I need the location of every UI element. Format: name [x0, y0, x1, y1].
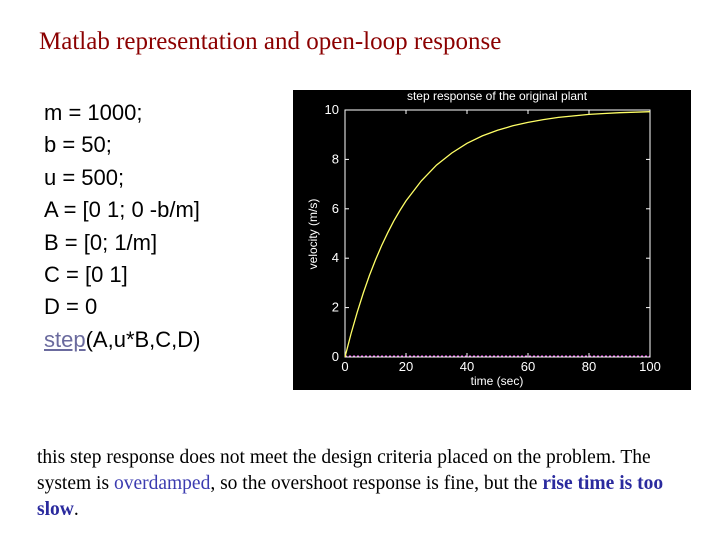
- caption-rise-time: rise time is too slow: [37, 473, 664, 520]
- x-tick-label: 80: [582, 359, 596, 374]
- plot-canvas: step response of the original plant velo…: [306, 90, 661, 388]
- caption-part-3: .: [73, 499, 79, 520]
- step-response-line: [344, 111, 651, 358]
- step-function-link[interactable]: step: [44, 326, 86, 352]
- axes-box: [344, 109, 651, 358]
- x-tick-label: 40: [460, 359, 474, 374]
- x-tick-label: 0: [341, 359, 348, 374]
- matlab-code-block: m = 1000; b = 50; u = 500; A = [0 1; 0 -…: [44, 97, 201, 356]
- x-tick-label: 100: [639, 359, 661, 374]
- code-line-step: step(A,u*B,C,D): [44, 324, 201, 356]
- x-tick-label: 60: [521, 359, 535, 374]
- y-tick-label: 8: [332, 151, 339, 166]
- y-tick-label: 2: [332, 300, 339, 315]
- slide-title: Matlab representation and open-loop resp…: [39, 28, 502, 55]
- x-axis-label: time (sec): [471, 374, 524, 388]
- y-tick-label: 6: [332, 201, 339, 216]
- caption-text: this step response does not meet the des…: [37, 445, 687, 523]
- code-line-c: C = [0 1]: [44, 262, 128, 288]
- code-line-b-matrix: B = [0; 1/m]: [44, 229, 158, 255]
- caption-part-2: , so the overshoot response is fine, but…: [210, 473, 543, 494]
- plot-title: step response of the original plant: [407, 90, 588, 103]
- code-line-a: A = [0 1; 0 -b/m]: [44, 197, 200, 223]
- y-tick-label: 0: [332, 349, 339, 364]
- code-line-d: D = 0: [44, 294, 98, 320]
- y-axis-label: velocity (m/s): [306, 199, 320, 270]
- step-call-args: (A,u*B,C,D): [85, 326, 201, 352]
- y-tick-label: 4: [332, 250, 339, 265]
- code-line-m: m = 1000;: [44, 100, 143, 125]
- x-tick-label: 20: [399, 359, 413, 374]
- y-tick-label: 10: [325, 102, 339, 117]
- step-response-plot: step response of the original plant velo…: [293, 90, 691, 390]
- caption-part-1: this step response does not meet the des…: [37, 447, 651, 494]
- code-line-u: u = 500;: [44, 164, 125, 190]
- caption-overdamped: overdamped: [113, 473, 211, 494]
- code-line-b: b = 50;: [44, 132, 112, 158]
